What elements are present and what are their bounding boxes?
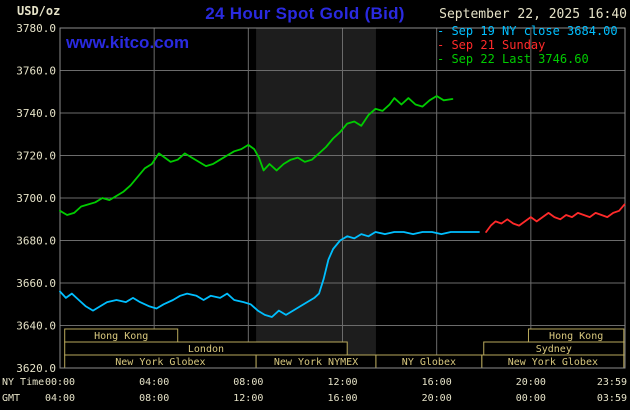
price-line-sep21 xyxy=(485,203,626,233)
legend-marker-dash: - xyxy=(437,52,452,66)
plot-border xyxy=(59,27,626,369)
price-line-sep19 xyxy=(59,231,480,318)
y-axis-tick-label: 3620.0 xyxy=(16,362,56,375)
legend-item: - Sep 22 Last 3746.60 xyxy=(437,52,618,66)
kitco-watermark-link[interactable]: www.kitco.com xyxy=(66,33,190,52)
session-label: New York NYMEX xyxy=(274,357,358,368)
y-axis-tick-label: 3760.0 xyxy=(16,65,56,78)
x-axis-tick-label: 08:00 xyxy=(139,393,169,404)
x-axis-tick-label: 12:00 xyxy=(233,393,263,404)
y-axis-tick-label: 3660.0 xyxy=(16,277,56,290)
x-axis-tick-label: 03:59 xyxy=(597,393,627,404)
session-label: New York Globex xyxy=(508,357,598,368)
x-axis-tick-label: 00:00 xyxy=(516,393,546,404)
y-axis-tick-label: 3700.0 xyxy=(16,192,56,205)
session-label: New York Globex xyxy=(115,357,205,368)
y-axis-tick-label: 3720.0 xyxy=(16,150,56,163)
y-axis-units-label: USD/oz xyxy=(17,4,61,18)
x-axis-tick-label: 20:00 xyxy=(516,377,546,388)
legend-item: - Sep 21 Sunday xyxy=(437,38,618,52)
legend-item: - Sep 19 NY close 3684.00 xyxy=(437,24,618,38)
x-axis-tick-label: 23:59 xyxy=(597,377,627,388)
session-label: London xyxy=(188,344,224,355)
legend-marker-dash: - xyxy=(437,38,452,52)
session-label: Sydney xyxy=(536,344,572,355)
x-axis-tick-label: 12:00 xyxy=(327,377,357,388)
x-axis-tick-label: 08:00 xyxy=(233,377,263,388)
y-axis-tick-label: 3780.0 xyxy=(16,22,56,35)
chart-title: 24 Hour Spot Gold (Bid) xyxy=(205,4,405,23)
price-line-sep22 xyxy=(59,95,454,216)
legend: - Sep 19 NY close 3684.00- Sep 21 Sunday… xyxy=(437,24,618,66)
session-label: Hong Kong xyxy=(94,331,148,342)
legend-label: Sep 21 Sunday xyxy=(451,38,546,52)
session-label: NY Globex xyxy=(402,357,456,368)
x-axis-tick-label: 00:00 xyxy=(45,377,75,388)
chart-datetime: September 22, 2025 16:40 xyxy=(439,7,627,22)
legend-label: Sep 22 Last 3746.60 xyxy=(451,52,589,66)
session-label: Hong Kong xyxy=(549,331,603,342)
x-axis-tick-label: 04:00 xyxy=(139,377,169,388)
y-axis-tick-label: 3740.0 xyxy=(16,107,56,120)
x-axis-tick-label: 04:00 xyxy=(45,393,75,404)
legend-marker-dash: - xyxy=(437,24,452,38)
x-axis-row-name: GMT xyxy=(2,393,20,404)
y-axis-tick-label: 3640.0 xyxy=(16,320,56,333)
x-axis-row-name: NY Time xyxy=(2,377,44,388)
legend-label: Sep 19 NY close 3684.00 xyxy=(451,24,618,38)
y-axis-tick-label: 3680.0 xyxy=(16,235,56,248)
x-axis-tick-label: 16:00 xyxy=(422,377,452,388)
x-axis-tick-label: 20:00 xyxy=(422,393,452,404)
x-axis-tick-label: 16:00 xyxy=(327,393,357,404)
